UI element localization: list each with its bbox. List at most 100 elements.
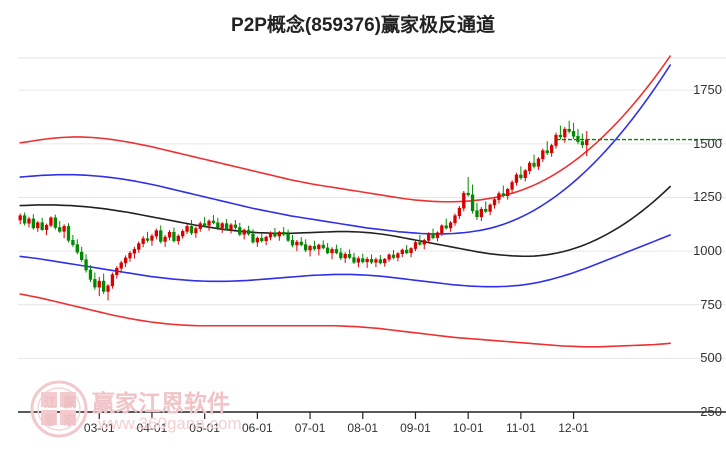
candlestick <box>268 231 273 241</box>
candlestick <box>132 246 137 259</box>
candlestick <box>115 266 119 279</box>
candlestick <box>325 242 330 255</box>
candlestick <box>211 215 216 225</box>
candlestick <box>27 216 31 228</box>
candlestick <box>242 228 246 240</box>
candlestick <box>194 226 198 238</box>
axis-lines <box>18 411 726 419</box>
candlestick <box>36 221 40 232</box>
candlestick <box>418 235 422 246</box>
candlestick <box>378 254 382 265</box>
candlestick <box>176 234 180 245</box>
candlestick <box>422 238 426 250</box>
candlestick <box>365 257 369 268</box>
channel-line <box>19 234 671 288</box>
candlestick <box>119 260 123 273</box>
candlestick <box>387 253 391 262</box>
candlestick <box>334 244 339 255</box>
candlestick <box>202 216 207 228</box>
y-axis-tick-label: 1000 <box>693 243 722 259</box>
candlestick <box>444 218 448 230</box>
candlestick <box>457 206 462 219</box>
candlestick <box>71 235 75 247</box>
candlestick <box>93 272 97 290</box>
candlestick <box>106 284 110 301</box>
candlestick <box>145 231 150 243</box>
candlestick <box>466 177 470 197</box>
candlestick <box>571 122 576 140</box>
candlestick <box>541 148 545 163</box>
candlestick <box>238 222 242 237</box>
candlestick <box>321 240 325 250</box>
candlestick <box>549 143 554 157</box>
candlestick <box>510 180 514 193</box>
channel-line <box>19 185 671 258</box>
candlestick <box>290 235 295 248</box>
candlestick <box>246 225 251 236</box>
candlestick <box>260 232 264 243</box>
candlestick <box>304 239 308 253</box>
candlestick <box>154 228 159 240</box>
candlestick <box>101 273 106 294</box>
candlestick <box>181 229 185 239</box>
candlestick <box>580 133 585 149</box>
candlestick <box>207 219 211 231</box>
candlestick <box>189 219 194 235</box>
candlestick <box>167 230 172 241</box>
y-axis-tick-label: 1750 <box>693 82 722 98</box>
candlestick <box>49 216 53 228</box>
candlestick <box>97 276 101 297</box>
candlestick <box>479 207 484 222</box>
candlestick <box>80 246 84 262</box>
candlestick <box>514 172 519 186</box>
candlestick <box>545 141 549 155</box>
candlestick <box>435 231 440 242</box>
candlestick <box>563 127 567 143</box>
candlestick <box>475 202 479 220</box>
x-axis-tick-label: 04-01 <box>136 421 168 435</box>
candlestick <box>159 225 163 244</box>
candlestick <box>339 247 343 261</box>
channel-line <box>19 293 671 348</box>
candlestick <box>554 132 558 149</box>
candlestick <box>229 223 233 234</box>
channel-line <box>19 64 671 235</box>
candlestick <box>413 240 418 252</box>
x-axis-tick-label: 06-01 <box>241 421 273 435</box>
candlestick <box>448 221 453 232</box>
x-axis-tick-label: 05-01 <box>189 421 220 435</box>
candlestick <box>369 254 374 264</box>
x-axis-tick-label: 08-01 <box>347 421 379 435</box>
candlestick <box>462 191 466 212</box>
seal-char-3: 家 <box>63 413 77 428</box>
candlestick <box>453 213 457 226</box>
candlestick <box>198 221 202 232</box>
candlestick <box>396 252 400 262</box>
candlestick <box>523 169 527 182</box>
candlestick-series <box>18 120 589 301</box>
candlestick <box>488 203 492 216</box>
candlestick <box>347 249 352 260</box>
candlestick <box>299 237 303 247</box>
candlestick <box>567 120 571 134</box>
candlestick <box>220 222 224 233</box>
candlestick <box>286 229 290 243</box>
candlestick <box>484 201 488 213</box>
x-axis-tick-label: 12-01 <box>558 421 589 435</box>
y-axis-tick-label: 250 <box>700 404 722 419</box>
candlestick <box>84 254 88 273</box>
candlestick <box>536 157 541 170</box>
candlestick <box>532 154 536 169</box>
candlestick <box>75 239 79 255</box>
candlestick <box>282 227 286 237</box>
candlestick <box>58 221 62 233</box>
candlestick <box>123 255 128 268</box>
x-axis-tick-label: 09-01 <box>400 421 431 435</box>
candlestick <box>22 212 27 226</box>
candlestick <box>128 251 132 262</box>
candlestick <box>356 256 361 268</box>
candlestick <box>501 185 505 198</box>
y-axis-tick-label: 500 <box>700 350 722 366</box>
